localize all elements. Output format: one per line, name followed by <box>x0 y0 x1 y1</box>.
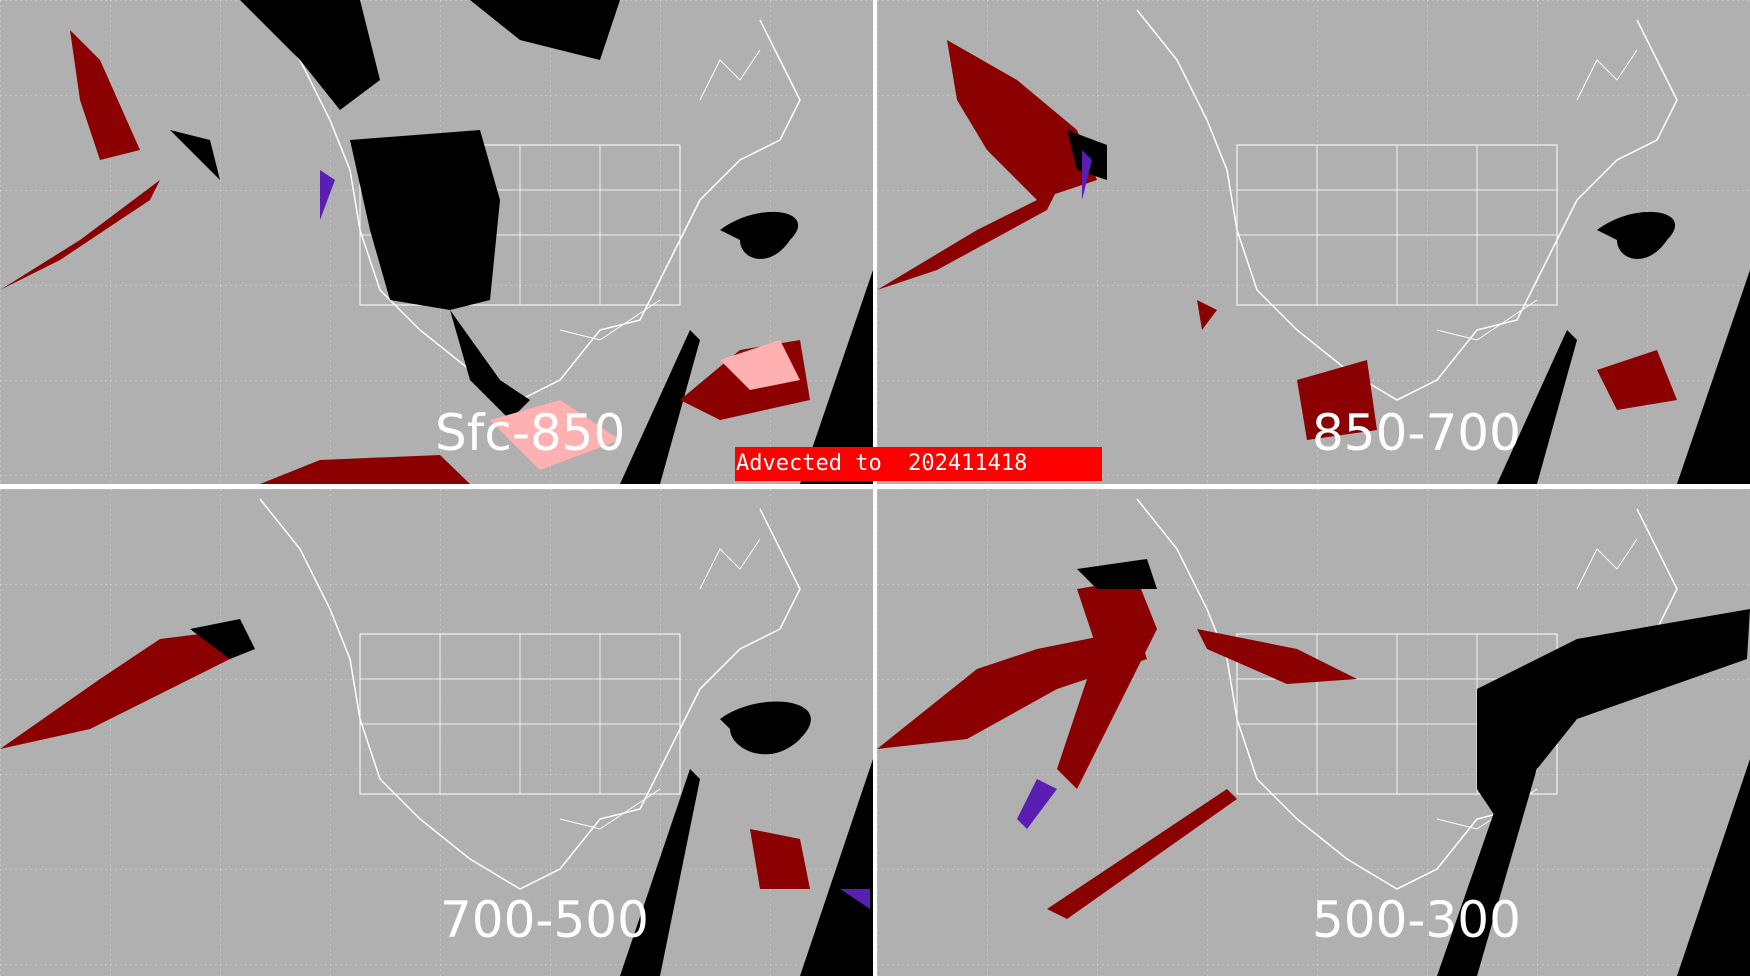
panel-sfc-850 <box>0 0 873 484</box>
panel-500-300 <box>877 489 1750 976</box>
horizontal-divider <box>0 484 1750 489</box>
panel-label-sfc-850: Sfc-850 <box>435 404 626 462</box>
panel-label-850-700: 850-700 <box>1312 404 1521 462</box>
panel-label-500-300: 500-300 <box>1312 891 1521 949</box>
advected-time-banner: Advected to 202411418 <box>735 447 1102 481</box>
panel-850-700 <box>877 0 1750 484</box>
panel-label-700-500: 700-500 <box>440 891 649 949</box>
panel-700-500 <box>0 489 873 976</box>
